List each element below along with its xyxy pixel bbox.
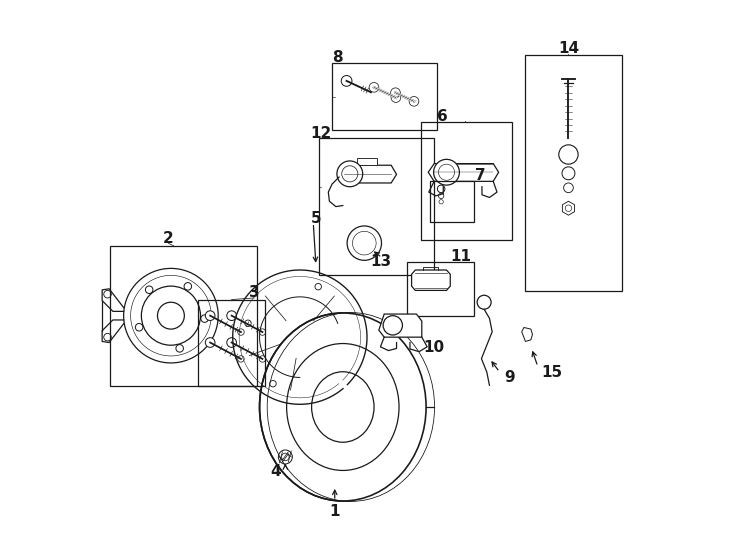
Text: 7: 7 — [474, 168, 485, 184]
Text: 15: 15 — [542, 364, 563, 380]
Polygon shape — [522, 327, 532, 341]
Text: 8: 8 — [333, 50, 343, 65]
Polygon shape — [412, 270, 450, 291]
Text: 10: 10 — [424, 340, 445, 355]
Circle shape — [390, 88, 400, 98]
Polygon shape — [562, 201, 575, 215]
Circle shape — [347, 226, 382, 260]
Text: 13: 13 — [370, 254, 391, 269]
Text: 2: 2 — [163, 231, 174, 246]
Polygon shape — [428, 164, 498, 181]
Circle shape — [559, 145, 578, 164]
Circle shape — [227, 338, 236, 347]
Circle shape — [391, 93, 401, 103]
Text: 4: 4 — [270, 464, 281, 479]
Circle shape — [206, 338, 215, 347]
Circle shape — [564, 183, 573, 193]
Text: 3: 3 — [249, 285, 260, 300]
Polygon shape — [339, 165, 396, 183]
Circle shape — [383, 316, 402, 335]
Circle shape — [206, 311, 215, 321]
Text: 12: 12 — [310, 125, 332, 140]
Text: 1: 1 — [330, 504, 340, 519]
Polygon shape — [357, 158, 377, 165]
Text: 14: 14 — [558, 41, 579, 56]
Circle shape — [562, 167, 575, 180]
Circle shape — [477, 295, 491, 309]
Polygon shape — [379, 314, 422, 337]
Circle shape — [337, 161, 363, 187]
Circle shape — [409, 97, 419, 106]
Circle shape — [434, 159, 459, 185]
Circle shape — [227, 311, 236, 321]
Circle shape — [341, 76, 352, 86]
Text: 6: 6 — [437, 110, 448, 124]
Circle shape — [369, 83, 379, 92]
Text: 9: 9 — [504, 370, 515, 385]
Text: 11: 11 — [451, 249, 471, 264]
Text: 5: 5 — [310, 212, 321, 226]
Ellipse shape — [268, 313, 434, 501]
